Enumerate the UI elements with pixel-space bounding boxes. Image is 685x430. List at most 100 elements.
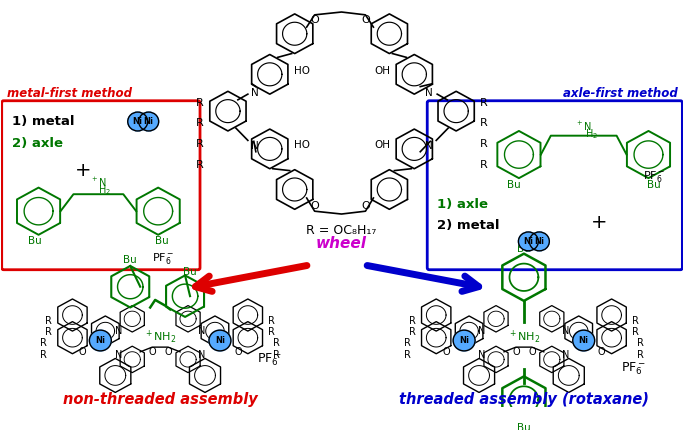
Text: R: R xyxy=(40,338,47,348)
Text: N: N xyxy=(199,350,205,359)
Text: 2) axle: 2) axle xyxy=(12,137,62,150)
Text: R: R xyxy=(637,350,644,359)
Text: N: N xyxy=(114,326,122,336)
Text: Bu: Bu xyxy=(123,255,137,265)
Text: R: R xyxy=(404,350,411,359)
Text: O: O xyxy=(310,15,319,25)
Text: N: N xyxy=(478,350,486,359)
Text: R: R xyxy=(480,98,488,108)
Text: N: N xyxy=(199,326,205,336)
Text: R: R xyxy=(409,316,416,326)
Text: R: R xyxy=(45,327,52,337)
Text: R: R xyxy=(480,139,488,149)
Text: R: R xyxy=(269,327,275,337)
Text: R: R xyxy=(45,316,52,326)
Text: HO: HO xyxy=(294,65,310,76)
Text: Ni: Ni xyxy=(95,336,105,345)
Text: O: O xyxy=(598,347,606,357)
Text: R: R xyxy=(196,160,204,170)
Text: Bu: Bu xyxy=(517,423,531,430)
Text: $^+$NH$_2$: $^+$NH$_2$ xyxy=(144,329,177,346)
Text: axle-first method: axle-first method xyxy=(562,87,677,100)
Text: O: O xyxy=(310,202,319,212)
Text: R: R xyxy=(480,160,488,170)
Text: Ni: Ni xyxy=(459,336,469,345)
Text: N: N xyxy=(114,350,122,359)
Text: H$_2$: H$_2$ xyxy=(585,127,598,141)
Text: O: O xyxy=(361,15,370,25)
Text: non-threaded assembly: non-threaded assembly xyxy=(63,392,258,406)
Text: PF$_6^-$: PF$_6^-$ xyxy=(258,351,282,368)
Text: N: N xyxy=(251,88,259,98)
Text: R: R xyxy=(273,350,280,359)
Text: threaded assembly (rotaxane): threaded assembly (rotaxane) xyxy=(399,392,649,406)
Circle shape xyxy=(519,232,538,251)
Text: +: + xyxy=(590,213,607,232)
Text: Ni: Ni xyxy=(133,117,142,126)
Text: R: R xyxy=(269,316,275,326)
Circle shape xyxy=(139,112,159,131)
Text: OH: OH xyxy=(375,65,390,76)
Text: N: N xyxy=(562,350,569,359)
Text: O: O xyxy=(234,347,242,357)
Text: N: N xyxy=(251,141,259,151)
Text: 2) metal: 2) metal xyxy=(437,219,499,232)
Text: wheel: wheel xyxy=(316,236,367,251)
Text: $^+$N: $^+$N xyxy=(90,176,107,190)
Text: R: R xyxy=(632,327,639,337)
Text: HO: HO xyxy=(294,140,310,150)
Text: Ni: Ni xyxy=(215,336,225,345)
Circle shape xyxy=(453,330,475,351)
Text: PF$_6^-$: PF$_6^-$ xyxy=(152,251,174,266)
Text: Bu: Bu xyxy=(507,180,521,190)
Text: R: R xyxy=(196,139,204,149)
Circle shape xyxy=(89,330,112,351)
Text: R: R xyxy=(404,338,411,348)
Text: O: O xyxy=(79,347,86,357)
Text: PF$_6^-$: PF$_6^-$ xyxy=(621,361,646,377)
Text: R: R xyxy=(409,327,416,337)
Text: R: R xyxy=(196,98,204,108)
Text: PF$_6^-$: PF$_6^-$ xyxy=(643,169,665,184)
Text: $^+$NH$_2$: $^+$NH$_2$ xyxy=(508,329,540,346)
Text: R: R xyxy=(637,338,644,348)
Text: R: R xyxy=(196,118,204,129)
Text: R: R xyxy=(40,350,47,359)
Text: $^+$N: $^+$N xyxy=(575,120,593,133)
Text: Bu: Bu xyxy=(27,237,42,246)
Circle shape xyxy=(573,330,595,351)
FancyBboxPatch shape xyxy=(427,101,682,270)
Text: 1) axle: 1) axle xyxy=(437,198,488,211)
Text: R = OC₈H₁₇: R = OC₈H₁₇ xyxy=(306,224,377,236)
Text: Ni: Ni xyxy=(534,237,545,246)
Text: O: O xyxy=(164,347,172,357)
Text: H$_2$: H$_2$ xyxy=(98,184,111,197)
Circle shape xyxy=(209,330,231,351)
Text: N: N xyxy=(425,141,433,151)
Circle shape xyxy=(530,232,549,251)
Text: R: R xyxy=(632,316,639,326)
Text: Ni: Ni xyxy=(579,336,588,345)
Text: Ni: Ni xyxy=(144,117,153,126)
Circle shape xyxy=(128,112,148,131)
Text: O: O xyxy=(149,347,156,357)
FancyBboxPatch shape xyxy=(1,101,200,270)
Text: N: N xyxy=(425,88,433,98)
Text: Bu: Bu xyxy=(155,237,169,246)
Text: Bu: Bu xyxy=(647,180,660,190)
Text: metal-first method: metal-first method xyxy=(7,87,132,100)
Text: OH: OH xyxy=(375,140,390,150)
Text: Bu: Bu xyxy=(183,267,197,276)
Text: R: R xyxy=(273,338,280,348)
Text: Bu: Bu xyxy=(517,244,531,254)
Text: O: O xyxy=(528,347,536,357)
Text: +: + xyxy=(75,161,92,180)
Text: 1) metal: 1) metal xyxy=(12,115,74,128)
Text: Ni: Ni xyxy=(523,237,534,246)
Text: N: N xyxy=(478,326,486,336)
Text: O: O xyxy=(443,347,450,357)
Text: N: N xyxy=(562,326,569,336)
Text: O: O xyxy=(512,347,520,357)
Text: O: O xyxy=(361,202,370,212)
Text: R: R xyxy=(480,118,488,129)
